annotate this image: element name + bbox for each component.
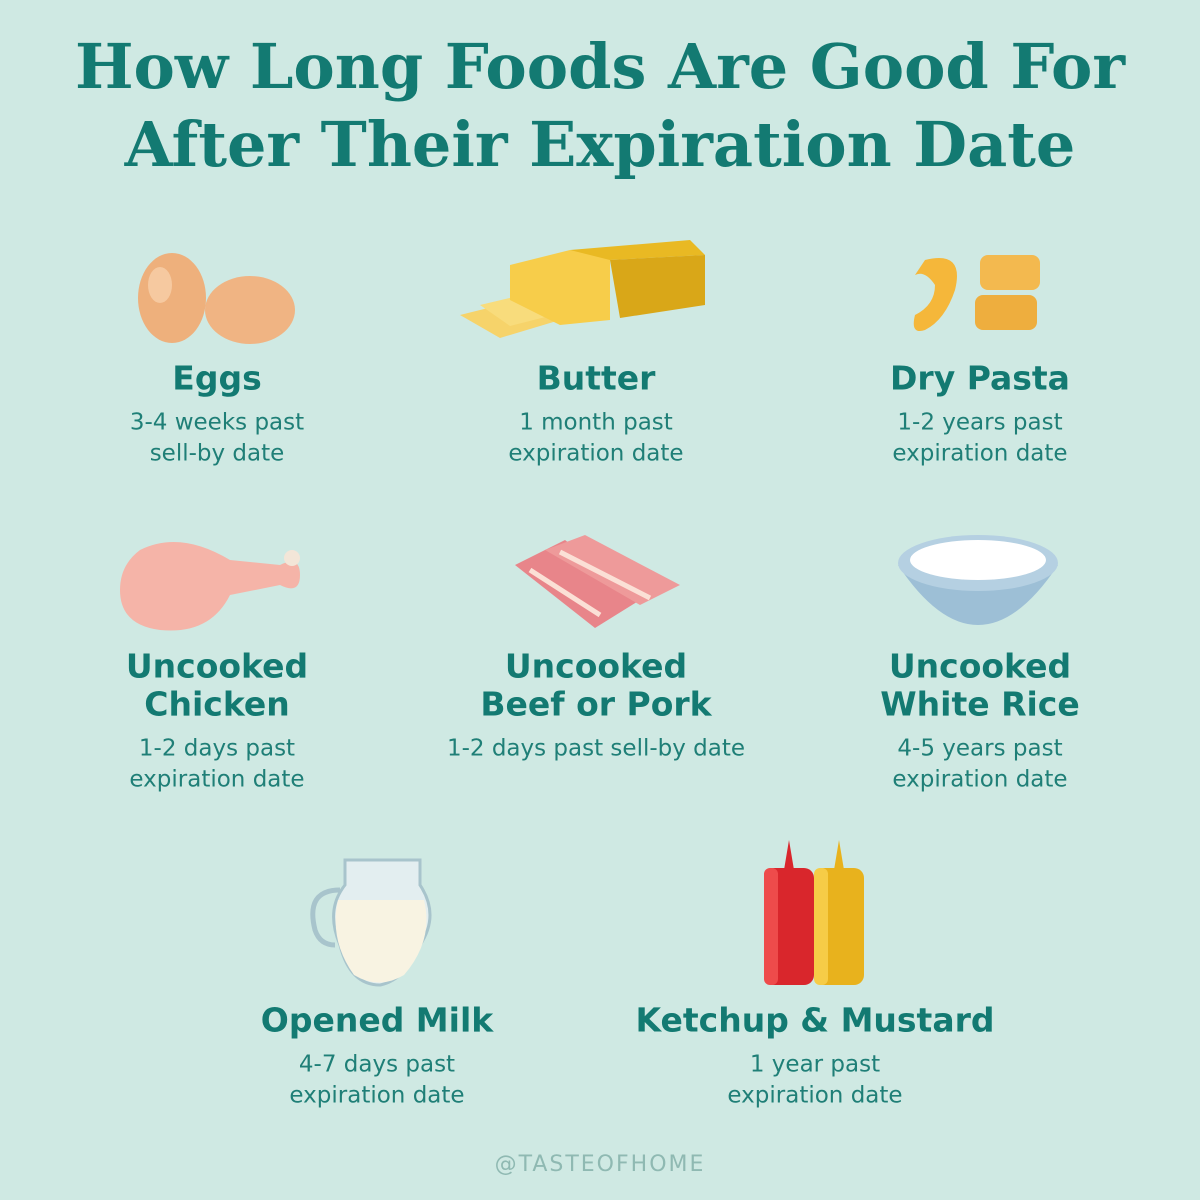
title-line: How Long Foods Are Good For <box>75 30 1126 103</box>
item-description: 1-2 years past <box>897 410 1062 436</box>
item-description: 4-5 years past <box>897 736 1062 762</box>
item-description: expiration date <box>892 441 1067 467</box>
butter-icon <box>460 240 705 338</box>
item-name: Opened Milk <box>261 1001 495 1040</box>
item-description: expiration date <box>727 1083 902 1109</box>
item-description: expiration date <box>508 441 683 467</box>
bacon-icon <box>515 535 680 628</box>
item-name: Butter <box>537 359 657 398</box>
chicken-icon <box>120 542 300 631</box>
item-name: Uncooked <box>505 647 687 686</box>
item-description: 1-2 days past sell-by date <box>447 736 745 762</box>
item-name: Beef or Pork <box>480 685 712 724</box>
footer-handle: @TASTEOFHOME <box>495 1152 706 1177</box>
item-description: 1-2 days past <box>139 736 295 762</box>
item-name: Uncooked <box>126 647 308 686</box>
item-description: 4-7 days past <box>299 1052 455 1078</box>
item-description: expiration date <box>892 767 1067 793</box>
rice-icon <box>898 535 1058 625</box>
item-name: White Rice <box>880 685 1080 724</box>
item-name: Dry Pasta <box>890 359 1070 398</box>
pasta-icon <box>913 255 1040 331</box>
item-name: Uncooked <box>889 647 1071 686</box>
eggs-icon <box>138 253 295 344</box>
ketchup-icon <box>764 840 814 985</box>
item-name: Eggs <box>172 359 261 398</box>
title-line: After Their Expiration Date <box>124 108 1076 181</box>
item-description: 1 year past <box>750 1052 880 1078</box>
item-name: Ketchup & Mustard <box>636 1001 995 1040</box>
item-description: expiration date <box>129 767 304 793</box>
milk-icon <box>310 858 432 987</box>
item-description: expiration date <box>289 1083 464 1109</box>
item-name: Chicken <box>144 685 290 724</box>
item-description: 3-4 weeks past <box>130 410 304 436</box>
mustard-icon <box>814 840 864 985</box>
item-description: 1 month past <box>519 410 673 436</box>
item-description: sell-by date <box>150 441 285 467</box>
